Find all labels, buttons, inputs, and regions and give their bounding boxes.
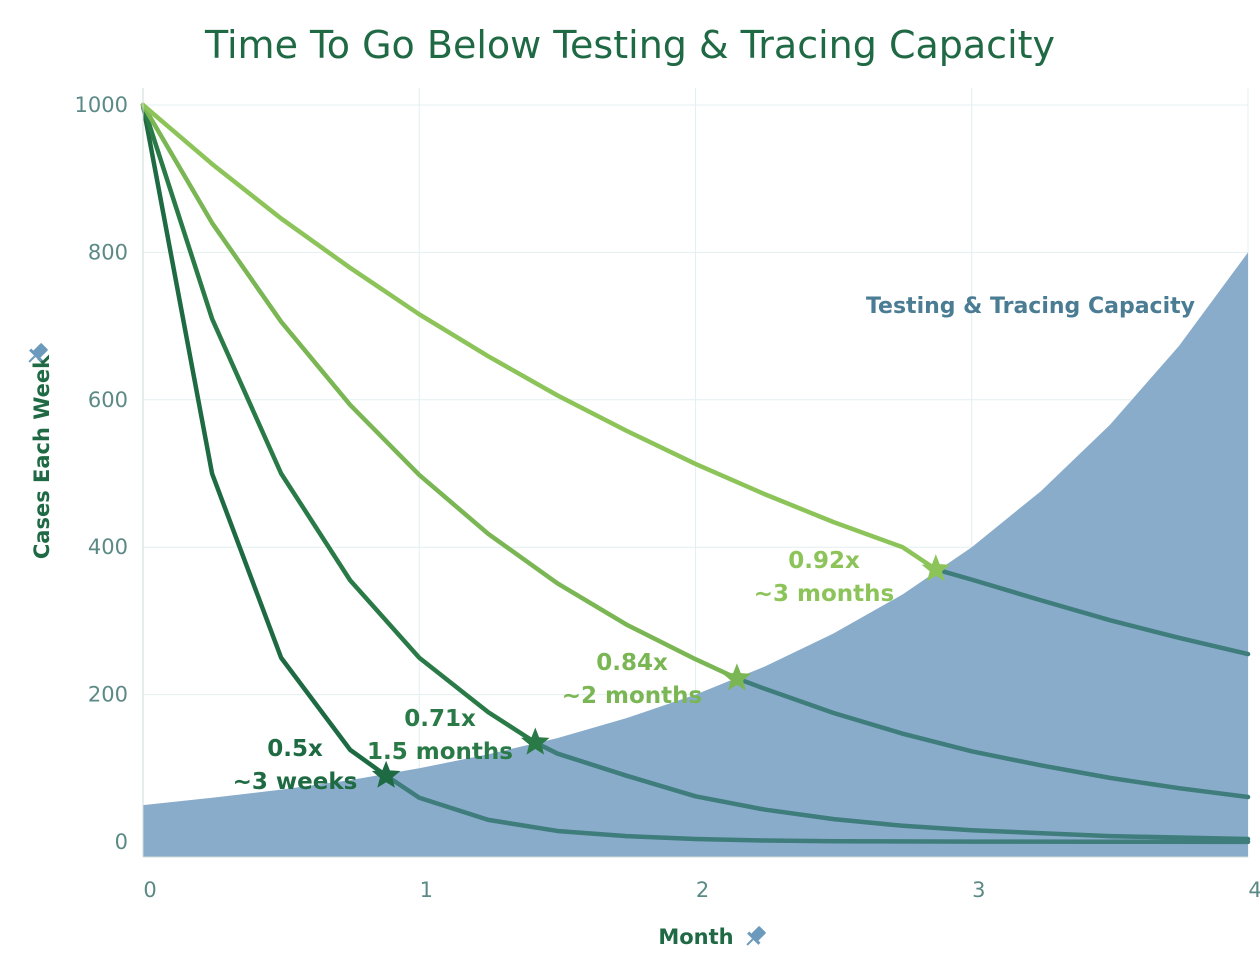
y-tick-label: 1000: [75, 93, 128, 117]
annotations: 0.5x ~3 weeks 0.71x 1.5 months 0.84x ~2 month…: [233, 548, 895, 795]
x-tick-label: 0: [143, 878, 156, 902]
series-line: [140, 102, 538, 745]
crossing-stars: [371, 554, 951, 788]
series-annotation: 0.84x: [596, 650, 668, 676]
overlap-layer: [383, 567, 1251, 845]
capacity-label: Testing & Tracing Capacity: [866, 294, 1195, 319]
series-line: [140, 102, 740, 681]
capacity-area-layer: Testing & Tracing Capacity: [143, 252, 1248, 857]
y-axis-pin-icon[interactable]: [23, 341, 50, 368]
series-annotation: 0.71x: [404, 706, 476, 732]
series-annotation: 1.5 months: [367, 739, 513, 765]
series-line-below-capacity: [533, 740, 1251, 842]
crossing-star-icon: [921, 554, 951, 582]
crossing-star-icon: [722, 663, 752, 691]
series-annotation: 0.92x: [788, 548, 860, 574]
chart-title: Time To Go Below Testing & Tracing Capac…: [204, 23, 1055, 67]
series-line: [140, 102, 389, 778]
y-tick-label: 0: [115, 830, 128, 854]
y-tick-label: 400: [88, 535, 128, 559]
crossing-star-icon: [521, 727, 550, 755]
series-annotation: ~3 months: [754, 581, 894, 607]
y-tick-label: 600: [88, 388, 128, 412]
series-line: [140, 102, 939, 572]
x-tick-label: 3: [972, 878, 985, 902]
series-line-below-capacity: [933, 567, 1251, 657]
crossing-star-icon: [371, 760, 401, 788]
series-line-below-capacity: [383, 773, 1251, 845]
x-axis-title: Month: [658, 925, 733, 949]
series-annotation: ~2 months: [562, 683, 702, 709]
x-tick-label: 4: [1248, 878, 1260, 902]
series-layer: [140, 102, 939, 778]
x-tick-label: 1: [420, 878, 433, 902]
x-tick-label: 2: [696, 878, 709, 902]
series-annotation: 0.5x: [267, 736, 323, 762]
y-axis-title: Cases Each Week: [30, 354, 54, 559]
axes: [142, 88, 1248, 858]
y-tick-label: 800: [88, 240, 128, 264]
capacity-area: [143, 252, 1248, 857]
x-axis-pin-icon[interactable]: [741, 924, 768, 951]
tick-labels: 0 1 2 3 4 0 200 400 600 800 1000: [75, 93, 1260, 902]
series-line-below-capacity: [734, 676, 1251, 800]
y-tick-label: 200: [88, 683, 128, 707]
series-annotation: ~3 weeks: [233, 769, 358, 795]
